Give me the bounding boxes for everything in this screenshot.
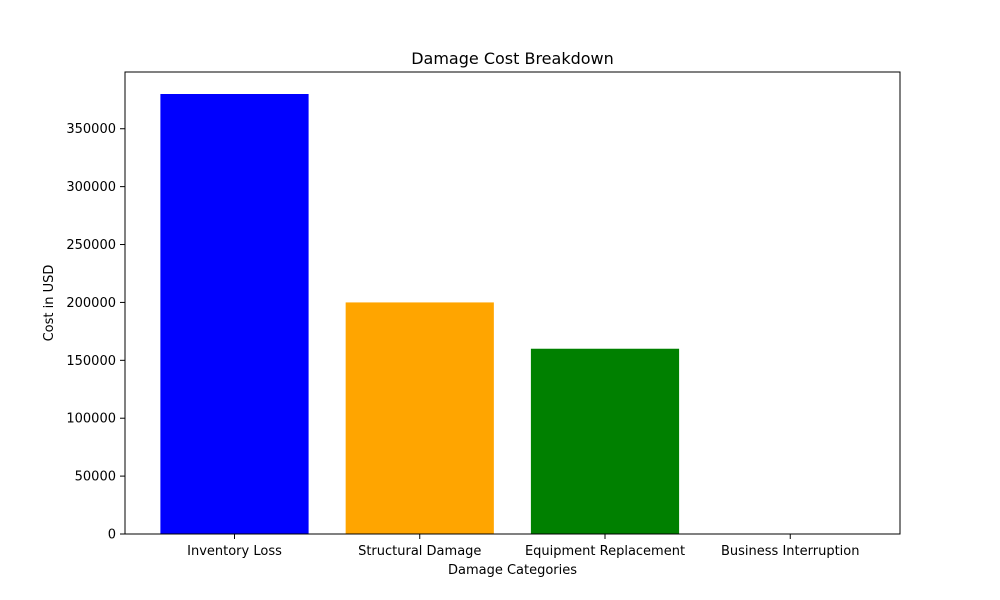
- y-tick-label: 200000: [66, 296, 116, 311]
- bar-inventory-loss: [160, 94, 309, 534]
- plot-frame: [124, 71, 901, 535]
- x-tick-label: Business Interruption: [721, 544, 859, 559]
- bar-structural-damage: [345, 302, 494, 534]
- y-tick-label: 250000: [66, 238, 116, 253]
- x-tick-label: Inventory Loss: [187, 544, 282, 559]
- bar-equipment-replacement: [530, 348, 680, 534]
- y-tick-label: 300000: [66, 180, 116, 195]
- y-tick-label: 0: [108, 528, 116, 543]
- x-tick-label: Equipment Replacement: [525, 544, 685, 559]
- y-tick-label: 150000: [66, 354, 116, 369]
- x-tick-label: Structural Damage: [358, 544, 481, 559]
- x-axis: Inventory Loss Structural Damage Equipment…: [187, 534, 859, 559]
- chart-title: Damage Cost Breakdown: [411, 49, 614, 68]
- y-axis: 0 50000 100000 150000 200000 250000 300000 3500…: [66, 122, 125, 543]
- y-tick-label: 50000: [75, 470, 116, 485]
- y-axis-label: Cost in USD: [42, 265, 57, 342]
- bars-layer: [160, 94, 680, 534]
- x-axis-label: Damage Categories: [448, 563, 577, 578]
- y-tick-label: 350000: [66, 122, 116, 137]
- y-tick-label: 100000: [66, 412, 116, 427]
